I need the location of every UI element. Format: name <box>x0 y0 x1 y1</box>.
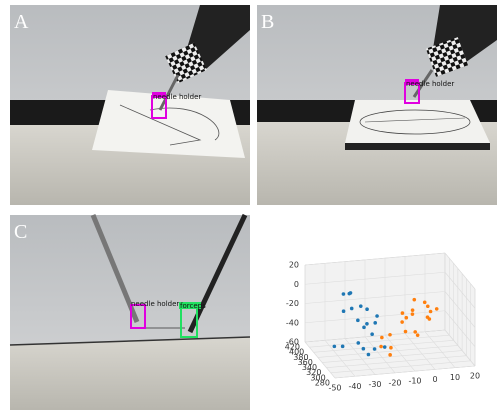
point <box>412 298 416 302</box>
x-tick-label: -20 <box>388 378 401 387</box>
point <box>365 307 369 311</box>
point <box>362 326 366 330</box>
z-tick-label: -60 <box>286 338 299 347</box>
z-tick-label: -40 <box>286 318 299 327</box>
point <box>373 347 377 351</box>
x-tick-label: -30 <box>368 380 381 389</box>
panel-c: needle holder forceps C <box>10 215 250 410</box>
z-tick-label: 0 <box>294 280 299 289</box>
point <box>333 345 337 349</box>
point <box>375 314 379 318</box>
panel-a: needle holder A <box>10 5 250 205</box>
point <box>426 304 430 308</box>
point <box>356 341 360 345</box>
x-tick-label: -10 <box>408 377 421 386</box>
point <box>342 309 346 313</box>
point <box>365 322 369 326</box>
point <box>404 316 408 320</box>
detection-label: needle holder <box>406 80 454 88</box>
point <box>367 353 371 357</box>
point <box>380 336 384 340</box>
figure: needle holder A needle holder B needle h… <box>0 0 503 412</box>
point <box>349 291 353 295</box>
z-tick-label: -20 <box>286 299 299 308</box>
x-tick-label: 0 <box>432 375 437 384</box>
x-tick-label: 10 <box>450 373 460 382</box>
point <box>404 330 408 334</box>
z-tick-label: 20 <box>289 261 299 270</box>
point <box>362 347 366 351</box>
point <box>411 312 415 316</box>
point <box>416 333 420 337</box>
detection-label: needle holder <box>131 300 179 308</box>
point <box>413 330 417 334</box>
point <box>423 300 427 304</box>
panel-label: B <box>261 11 274 33</box>
point <box>356 319 360 323</box>
panel-label: C <box>14 221 27 243</box>
point <box>401 311 405 315</box>
point <box>379 345 383 349</box>
point <box>350 307 354 311</box>
point <box>389 346 393 350</box>
point <box>411 308 415 312</box>
point <box>342 292 346 296</box>
point <box>435 307 439 311</box>
panel-label: A <box>14 11 29 33</box>
detection-label: needle holder <box>153 93 201 101</box>
point <box>400 320 404 324</box>
point <box>388 353 392 357</box>
point <box>359 304 363 308</box>
point <box>388 333 392 337</box>
point <box>370 332 374 336</box>
x-tick-label: -50 <box>328 384 341 393</box>
point <box>341 345 345 349</box>
detection-label: forceps <box>180 302 206 310</box>
panel-b: needle holder B <box>257 5 497 205</box>
x-tick-label: 20 <box>470 372 480 381</box>
point <box>373 321 377 325</box>
point <box>383 345 387 349</box>
point <box>428 317 432 321</box>
point <box>429 310 433 314</box>
x-tick-label: -40 <box>348 382 361 391</box>
